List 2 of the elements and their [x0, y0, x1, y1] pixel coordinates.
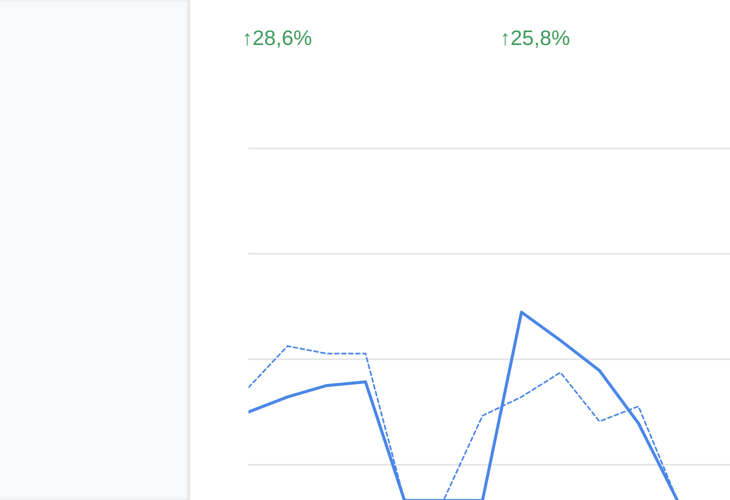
- annotation: ↑28,6%: [242, 27, 312, 51]
- annotation: ↑25,8%: [500, 27, 570, 51]
